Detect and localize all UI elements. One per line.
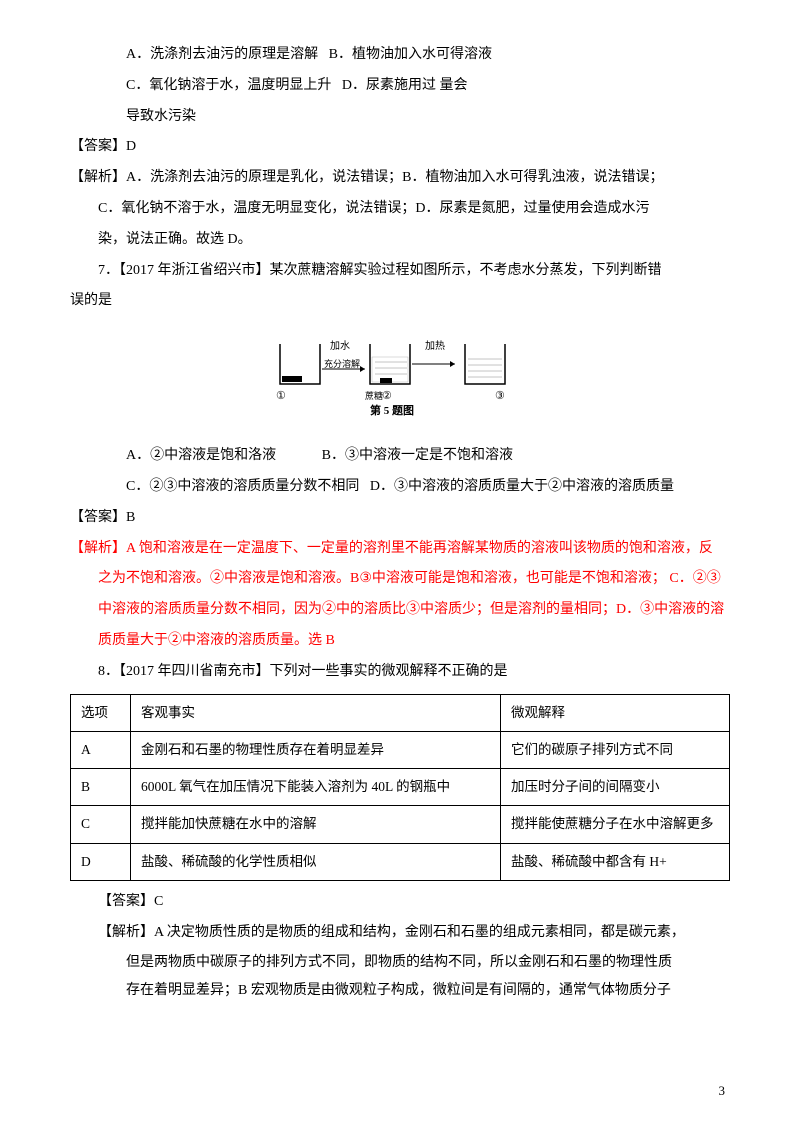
cell-expl: 盐酸、稀硫酸中都含有 H+	[501, 843, 730, 880]
cell-expl: 搅拌能使蔗糖分子在水中溶解更多	[501, 806, 730, 843]
q6-options-line1: A．洗涤剂去油污的原理是溶解 B．植物油加入水可得溶液	[70, 40, 730, 71]
q8-table: 选项 客观事实 微观解释 A 金刚石和石墨的物理性质存在着明显差异 它们的碳原子…	[70, 694, 730, 881]
q7-diagram: ① 加水 充分溶解 ② 蔗糖 加热 ③ 第 5	[70, 329, 730, 429]
num-2: ②	[382, 390, 392, 402]
th-fact: 客观事实	[131, 694, 501, 731]
label-add-water: 加水	[330, 340, 350, 352]
beaker-2: ② 蔗糖	[365, 344, 410, 402]
q7-opt-d: D．③中溶液的溶质质量大于②中溶液的溶质质量	[370, 479, 674, 494]
q8-explain-2: 但是两物质中碳原子的排列方式不同，即物质的结构不同，所以金刚石和石墨的物理性质	[70, 949, 730, 977]
cell-fact: 金刚石和石墨的物理性质存在着明显差异	[131, 731, 501, 768]
cell-expl: 加压时分子间的间隔变小	[501, 769, 730, 806]
th-option: 选项	[71, 694, 131, 731]
table-header-row: 选项 客观事实 微观解释	[71, 694, 730, 731]
q7-opt-b: B．③中溶液一定是不饱和溶液	[322, 448, 513, 463]
page-number: 3	[719, 1077, 726, 1106]
dissolve-diagram-svg: ① 加水 充分溶解 ② 蔗糖 加热 ③ 第 5	[270, 329, 530, 429]
q6-answer: 【答案】D	[70, 132, 730, 163]
table-row: C 搅拌能加快蔗糖在水中的溶解 搅拌能使蔗糖分子在水中溶解更多	[71, 806, 730, 843]
q7-opt-a: A．②中溶液是饱和洛液	[126, 448, 276, 463]
q7-answer: 【答案】B	[70, 503, 730, 534]
q8-explain-1: 【解析】A 决定物质性质的是物质的组成和结构，金刚石和石墨的组成元素相同，都是碳…	[70, 918, 730, 949]
q6-explain-2: C．氧化钠不溶于水，温度无明显变化，说法错误；D．尿素是氮肥，过量使用会造成水污	[70, 194, 730, 225]
q7-explain-3: 中溶液的溶质质量分数不相同，因为②中的溶质比③中溶质少；但是溶剂的量相同；D．③…	[70, 595, 730, 626]
q6-explain-3: 染，说法正确。故选 D。	[70, 225, 730, 256]
cell-opt: C	[71, 806, 131, 843]
q6-explain-1: 【解析】A．洗涤剂去油污的原理是乳化，说法错误；B．植物油加入水可得乳浊液，说法…	[70, 163, 730, 194]
q8-stem: 8．【2017 年四川省南充市】下列对一些事实的微观解释不正确的是	[70, 657, 730, 688]
beaker-1: ①	[276, 344, 320, 402]
q6-options-line2: C．氧化钠溶于水，温度明显上升 D．尿素施用过 量会	[70, 71, 730, 102]
q8-answer: 【答案】C	[70, 887, 730, 918]
num-1: ①	[276, 390, 286, 402]
q8-explain-3: 存在着明显差异；B 宏观物质是由微观粒子构成，微粒间是有间隔的，通常气体物质分子	[70, 977, 730, 1005]
cell-fact: 搅拌能加快蔗糖在水中的溶解	[131, 806, 501, 843]
q7-opt-c: C．②③中溶液的溶质质量分数不相同	[126, 479, 359, 494]
cell-opt: B	[71, 769, 131, 806]
q6-opt-d: D．尿素施用过 量会	[342, 78, 468, 93]
cell-fact: 盐酸、稀硫酸的化学性质相似	[131, 843, 501, 880]
cell-opt: A	[71, 731, 131, 768]
q7-options-line1: A．②中溶液是饱和洛液 B．③中溶液一定是不饱和溶液	[70, 441, 730, 472]
q6-opt-d-cont: 导致水污染	[70, 102, 730, 133]
q6-opt-c: C．氧化钠溶于水，温度明显上升	[126, 78, 331, 93]
q7-explain-1: 【解析】A 饱和溶液是在一定温度下、一定量的溶剂里不能再溶解某物质的溶液叫该物质…	[70, 534, 730, 565]
q6-opt-b: B．植物油加入水可得溶液	[329, 47, 492, 62]
num-3: ③	[495, 390, 505, 402]
q7-stem-1: 7．【2017 年浙江省绍兴市】某次蔗糖溶解实验过程如图所示，不考虑水分蒸发，下…	[70, 256, 730, 287]
q7-options-line2: C．②③中溶液的溶质质量分数不相同 D．③中溶液的溶质质量大于②中溶液的溶质质量	[70, 472, 730, 503]
label-heat: 加热	[425, 339, 445, 352]
beaker-3: ③	[465, 344, 505, 402]
q7-explain-4: 质质量大于②中溶液的溶质质量。选 B	[70, 626, 730, 657]
label-sugar: 蔗糖	[365, 390, 383, 401]
cell-fact: 6000L 氧气在加压情况下能装入溶剂为 40L 的钢瓶中	[131, 769, 501, 806]
figure-label: 第 5 题图	[370, 403, 414, 417]
label-dissolve: 充分溶解	[324, 358, 360, 369]
q6-opt-a: A．洗涤剂去油污的原理是溶解	[126, 47, 318, 62]
cell-opt: D	[71, 843, 131, 880]
table-row: D 盐酸、稀硫酸的化学性质相似 盐酸、稀硫酸中都含有 H+	[71, 843, 730, 880]
table-row: B 6000L 氧气在加压情况下能装入溶剂为 40L 的钢瓶中 加压时分子间的间…	[71, 769, 730, 806]
cell-expl: 它们的碳原子排列方式不同	[501, 731, 730, 768]
th-explain: 微观解释	[501, 694, 730, 731]
q7-stem-2: 误的是	[70, 286, 730, 317]
q7-explain-2: 之为不饱和溶液。②中溶液是饱和溶液。B③中溶液可能是饱和溶液，也可能是不饱和溶液…	[70, 564, 730, 595]
table-row: A 金刚石和石墨的物理性质存在着明显差异 它们的碳原子排列方式不同	[71, 731, 730, 768]
